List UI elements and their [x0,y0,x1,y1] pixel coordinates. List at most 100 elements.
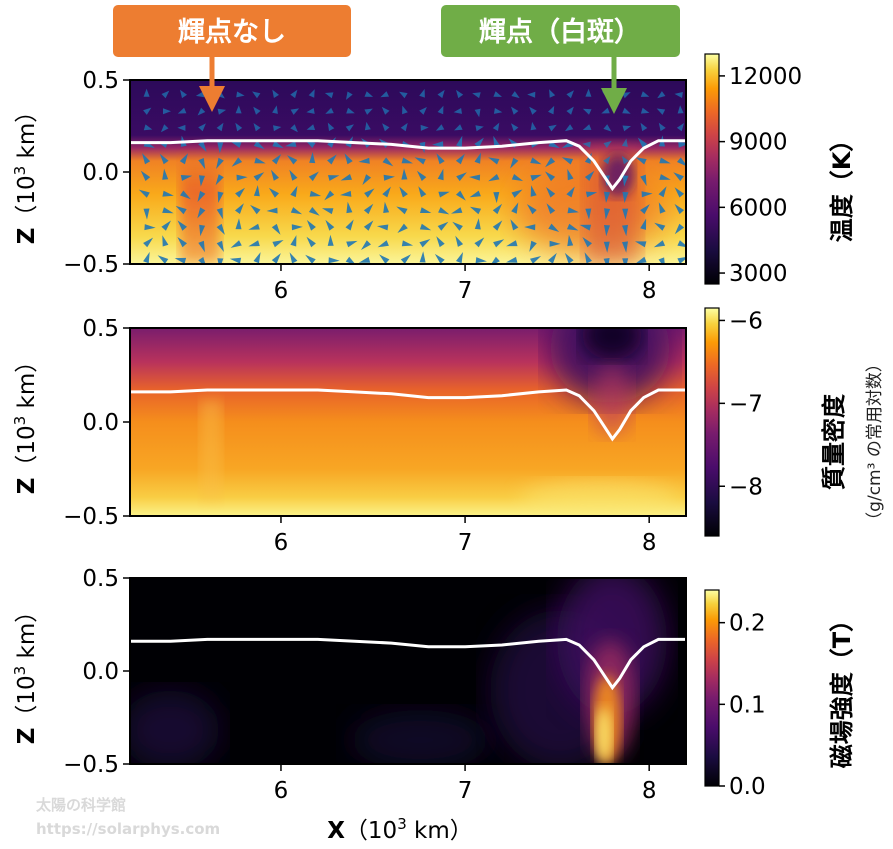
velocity-arrow [346,91,353,100]
velocity-arrow [216,91,225,99]
velocity-arrow [197,107,206,116]
velocity-arrow [289,252,298,264]
y-tick-label: −0.5 [63,252,119,278]
velocity-arrow [658,186,667,198]
svg-text:Z（103 km）: Z（103 km） [11,100,40,245]
velocity-arrow [677,105,684,114]
colorbar-title: 磁場強度（T） [828,608,856,768]
velocity-arrow [309,152,316,164]
velocity-arrow [455,153,465,165]
velocity-arrow [235,105,242,114]
velocity-arrow [290,207,303,215]
velocity-arrow [215,174,224,186]
velocity-arrow [493,192,500,204]
velocity-arrow [268,187,279,198]
callout-label: 輝点（白斑） [479,16,641,48]
velocity-arrow [230,141,242,148]
velocity-arrow [273,125,282,132]
velocity-arrow [674,203,684,215]
velocity-arrow [475,257,487,264]
velocity-arrow [198,257,206,264]
velocity-arrow [604,225,610,237]
velocity-arrow [138,189,150,198]
velocity-arrow [143,107,152,115]
x-label-unit-suffix: km） [407,818,473,844]
colorbar-title: 温度（K） [828,128,856,243]
velocity-arrow [451,207,463,214]
x-tick-label: 6 [274,278,289,304]
callout-bright-point: 輝点（白斑） [441,5,680,114]
velocity-arrow [419,239,431,248]
velocity-arrow [199,224,206,237]
velocity-arrow [177,107,187,114]
x-tick-label: 7 [458,530,473,556]
velocity-arrow [290,108,300,115]
x-ticks: 6 7 8 [274,264,656,304]
velocity-arrow [419,107,427,115]
velocity-arrow [401,240,414,247]
velocity-arrow [358,157,370,164]
velocity-arrow [254,157,266,164]
velocity-arrow [564,252,574,264]
velocity-arrow [437,105,444,115]
velocity-arrow [324,92,334,99]
velocity-arrow [340,190,352,197]
x-tick-label: 7 [458,778,473,804]
velocity-arrow [622,107,631,114]
velocity-arrow [493,108,503,114]
velocity-arrow [584,170,595,181]
velocity-arrow [291,224,303,231]
velocity-arrow [231,157,243,167]
velocity-arrow [162,235,169,247]
temperature-colorbar: 12000 9000 6000 3000 温度（K） [704,53,856,287]
y-tick-label: 0.5 [82,68,119,94]
y-label-unit-suffix: km） [14,600,40,666]
x-ticks: 6 7 8 [274,516,656,556]
velocity-arrow [401,168,408,180]
velocity-arrow [566,90,574,99]
surface-line [130,139,686,192]
velocity-arrow [436,236,445,248]
colorbar-tick-label: −6 [729,308,763,334]
velocity-arrow [143,88,150,97]
svg-text:Z（103 km）: Z（103 km） [11,350,40,495]
velocity-arrow [272,105,278,114]
velocity-arrow [266,207,278,214]
velocity-arrow [198,240,205,253]
colorbar-tick-label: 12000 [729,64,802,90]
velocity-arrow [253,185,260,197]
velocity-arrow [641,191,653,198]
velocity-arrow [640,91,650,97]
velocity-arrow [469,206,482,215]
y-ticks: 0.5 0.0 −0.5 [63,316,130,530]
velocity-arrow [603,241,610,253]
velocity-arrow [199,175,205,187]
velocity-arrow [585,191,598,198]
velocity-arrow [272,240,284,248]
x-label-symbol: X [327,818,345,844]
velocity-arrow [640,204,650,215]
velocity-arrow [492,203,503,215]
y-label-unit-exp: 3 [11,666,29,676]
velocity-arrow [529,240,537,252]
velocity-arrow [635,256,647,264]
velocity-arrow [230,240,242,248]
velocity-arrow [177,220,187,231]
velocity-arrow [659,157,671,164]
y-tick-label: −0.5 [63,752,119,778]
velocity-arrow [400,122,408,132]
velocity-arrow [529,106,537,115]
y-label-unit-suffix: km） [14,350,40,416]
y-tick-label: 0.0 [82,160,119,186]
velocity-arrow [492,122,500,131]
velocity-arrow [673,172,684,182]
velocity-arrow [216,122,224,132]
velocity-arrow [548,124,557,132]
velocity-arrow [418,186,427,198]
velocity-arrows [138,88,686,264]
velocity-arrow [160,124,169,133]
velocity-arrow [549,240,561,247]
velocity-arrow [419,251,426,263]
velocity-arrow [488,174,500,182]
velocity-arrow [382,186,391,198]
